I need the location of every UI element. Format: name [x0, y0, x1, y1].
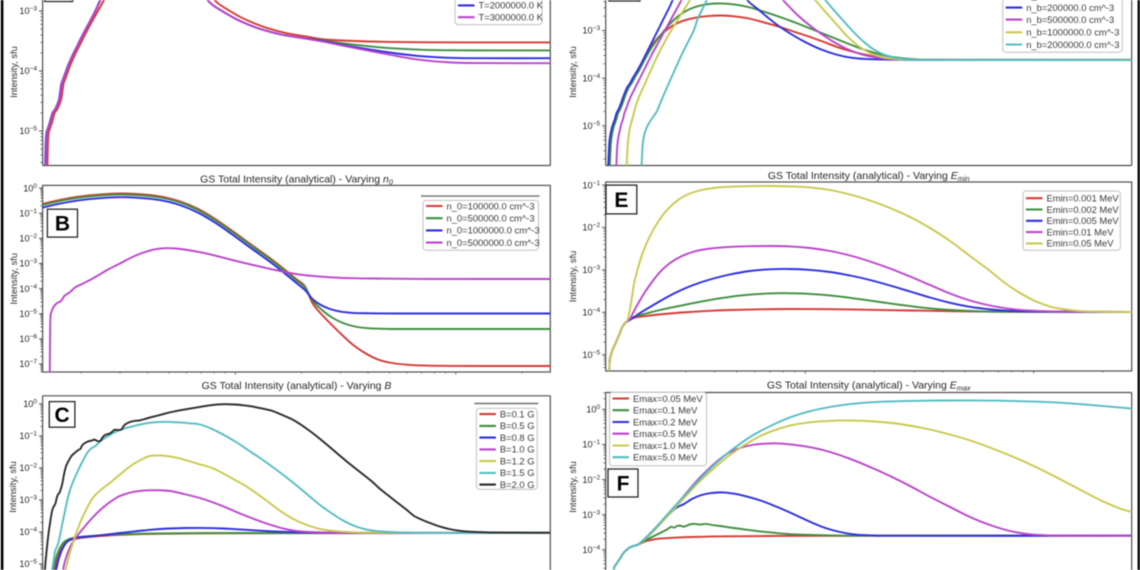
svg-text:E: E: [614, 189, 628, 212]
svg-text:n_b=500000.0 cm^-3: n_b=500000.0 cm^-3: [1026, 14, 1114, 25]
svg-text:10−3: 10−3: [582, 509, 600, 520]
svg-text:Emin=0.002 MeV: Emin=0.002 MeV: [1047, 204, 1120, 215]
svg-text:Emax=0.1 MeV: Emax=0.1 MeV: [633, 405, 698, 416]
svg-text:10−3: 10−3: [19, 495, 37, 506]
svg-text:B=1.5 G: B=1.5 G: [500, 467, 535, 478]
svg-text:Intensity, sfu: Intensity, sfu: [8, 461, 18, 513]
svg-text:n_0=100000.0 cm^-3: n_0=100000.0 cm^-3: [447, 200, 535, 211]
svg-text:n_b=1000000.0 cm^-3: n_b=1000000.0 cm^-3: [1026, 27, 1119, 38]
svg-text:Intensity, sfu: Intensity, sfu: [568, 46, 578, 98]
svg-text:10−1: 10−1: [19, 431, 37, 442]
svg-text:10−1: 10−1: [582, 180, 600, 191]
svg-text:10−3: 10−3: [582, 25, 600, 36]
svg-text:GS Total Intensity (analytical: GS Total Intensity (analytical) - Varyin…: [767, 379, 971, 392]
svg-text:n_b=100000.0 cm^-3: n_b=100000.0 cm^-3: [1026, 0, 1114, 1]
svg-text:B=0.1 G: B=0.1 G: [500, 408, 535, 419]
svg-text:T=3000000.0 K: T=3000000.0 K: [479, 12, 544, 23]
svg-text:B=2.0 G: B=2.0 G: [500, 479, 535, 490]
svg-text:10−3: 10−3: [19, 258, 37, 269]
svg-text:Intensity, sfu: Intensity, sfu: [9, 253, 19, 305]
svg-text:100: 100: [23, 183, 37, 194]
svg-text:n_b=200000.0 cm^-3: n_b=200000.0 cm^-3: [1026, 2, 1114, 13]
svg-text:n_0=5000000.0 cm^-3: n_0=5000000.0 cm^-3: [447, 237, 540, 248]
svg-text:B: B: [55, 213, 70, 236]
svg-text:10−2: 10−2: [582, 474, 600, 485]
svg-text:Intensity, sfu: Intensity, sfu: [568, 461, 578, 513]
svg-text:10−4: 10−4: [582, 73, 600, 84]
svg-text:Intensity, sfu: Intensity, sfu: [568, 251, 578, 303]
svg-text:B=0.8 G: B=0.8 G: [500, 432, 535, 443]
svg-text:10−1: 10−1: [582, 439, 600, 450]
svg-text:10−3: 10−3: [582, 265, 600, 276]
svg-text:10−4: 10−4: [19, 66, 37, 77]
svg-text:10−4: 10−4: [582, 307, 600, 318]
svg-text:10−4: 10−4: [19, 283, 37, 294]
svg-text:T=2000000.0 K: T=2000000.0 K: [479, 0, 544, 11]
svg-text:n_0=500000.0 cm^-3: n_0=500000.0 cm^-3: [447, 213, 535, 224]
svg-text:Emax=1.0 MeV: Emax=1.0 MeV: [633, 440, 698, 451]
svg-text:10−5: 10−5: [19, 308, 37, 319]
svg-text:10−3: 10−3: [19, 6, 37, 17]
svg-text:Emax=0.5 MeV: Emax=0.5 MeV: [633, 428, 698, 439]
svg-text:10−2: 10−2: [582, 222, 600, 233]
svg-text:n_b=2000000.0 cm^-3: n_b=2000000.0 cm^-3: [1026, 39, 1119, 50]
svg-text:Emax=0.2 MeV: Emax=0.2 MeV: [633, 416, 698, 427]
svg-text:GS Total Intensity (analytical: GS Total Intensity (analytical) - Varyin…: [202, 380, 392, 392]
svg-text:10−4: 10−4: [19, 527, 37, 538]
svg-text:B=1.0 G: B=1.0 G: [500, 444, 535, 455]
svg-text:Emin=0.005 MeV: Emin=0.005 MeV: [1047, 215, 1120, 226]
svg-text:10−2: 10−2: [19, 233, 37, 244]
svg-text:100: 100: [23, 399, 37, 410]
svg-text:100: 100: [586, 404, 600, 415]
svg-text:C: C: [55, 404, 70, 427]
svg-text:10−4: 10−4: [582, 545, 600, 556]
svg-text:Emax=0.05 MeV: Emax=0.05 MeV: [633, 393, 703, 404]
svg-text:F: F: [617, 473, 630, 496]
svg-text:Emin=0.05 MeV: Emin=0.05 MeV: [1047, 238, 1115, 249]
svg-text:GS Total Intensity (analytical: GS Total Intensity (analytical) - Varyin…: [768, 170, 970, 183]
svg-text:GS Total Intensity (analytical: GS Total Intensity (analytical) - Varyin…: [200, 173, 393, 186]
svg-text:10−5: 10−5: [582, 349, 600, 360]
svg-text:10−1: 10−1: [19, 208, 37, 219]
svg-text:B=0.5 G: B=0.5 G: [500, 420, 535, 431]
svg-text:10−2: 10−2: [19, 463, 37, 474]
svg-text:10−5: 10−5: [19, 126, 37, 137]
svg-text:B=1.2 G: B=1.2 G: [500, 455, 535, 466]
svg-text:n_0=1000000.0 cm^-3: n_0=1000000.0 cm^-3: [447, 225, 540, 236]
svg-text:10−6: 10−6: [19, 334, 37, 345]
svg-text:Emax=5.0 MeV: Emax=5.0 MeV: [633, 452, 698, 463]
svg-text:10−7: 10−7: [19, 359, 37, 370]
svg-text:Emin=0.001 MeV: Emin=0.001 MeV: [1047, 193, 1120, 204]
svg-text:10−5: 10−5: [582, 121, 600, 132]
svg-text:Intensity, sfu: Intensity, sfu: [9, 46, 19, 98]
svg-text:10−5: 10−5: [19, 559, 37, 570]
svg-text:Emin=0.01 MeV: Emin=0.01 MeV: [1047, 226, 1115, 237]
